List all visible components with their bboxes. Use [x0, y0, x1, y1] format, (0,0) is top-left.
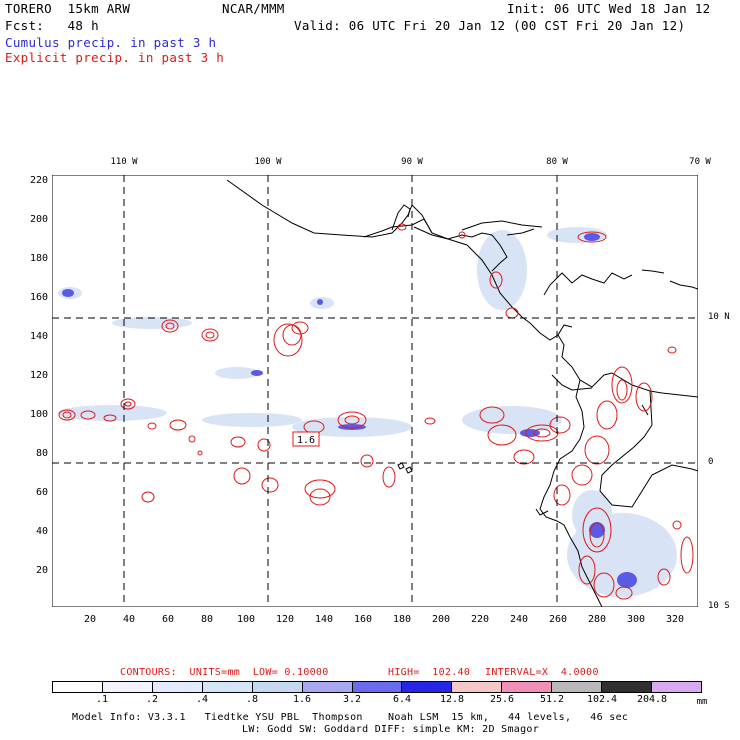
colorbar-swatch [53, 682, 103, 692]
precipitation-map: 1.6 [52, 175, 698, 607]
x-tick: 280 [587, 614, 607, 625]
model-info: Model Info: V3.3.1 Tiedtke YSU PBL Thomp… [72, 712, 629, 723]
colorbar-swatch [452, 682, 503, 692]
y-tick: 140 [29, 331, 48, 342]
colorbar-label: 6.4 [392, 694, 412, 705]
colorbar-swatch [602, 682, 653, 692]
colorbar-label: .8 [245, 694, 259, 705]
colorbar-label: .4 [195, 694, 209, 705]
colorbar-label: .2 [145, 694, 159, 705]
colorbar [52, 681, 702, 693]
colorbar-swatch [302, 682, 353, 692]
lon-label-70w: 70 W [689, 157, 711, 167]
lat-label-10s: 10 S [708, 601, 730, 611]
cumulus-precip-cores [62, 233, 637, 588]
y-tick: 60 [35, 487, 48, 498]
colorbar-swatch [202, 682, 253, 692]
y-tick: 200 [29, 214, 48, 225]
lat-label-10n: 10 N [708, 312, 730, 322]
x-tick: 100 [236, 614, 256, 625]
coastlines [226, 179, 698, 607]
colorbar-unit: mm [696, 697, 708, 707]
colorbar-swatch [352, 682, 403, 692]
x-tick: 60 [161, 614, 175, 625]
colorbar-swatch [502, 682, 553, 692]
cumulus-precip-areas [57, 227, 677, 597]
x-tick: 20 [83, 614, 97, 625]
legend-explicit: Explicit precip. in past 3 h [5, 50, 225, 65]
x-tick: 120 [275, 614, 295, 625]
contour-interval: INTERVAL=X 4.0000 [485, 667, 599, 678]
colorbar-swatch [102, 682, 153, 692]
colorbar-label: 204.8 [636, 694, 668, 705]
colorbar-label: .1 [95, 694, 109, 705]
colorbar-label: 25.6 [489, 694, 515, 705]
y-tick: 120 [29, 370, 48, 381]
x-tick: 180 [392, 614, 412, 625]
y-tick: 40 [35, 526, 48, 537]
y-tick: 160 [29, 292, 48, 303]
x-tick: 240 [509, 614, 529, 625]
colorbar-label: 51.2 [539, 694, 565, 705]
y-tick: 100 [29, 409, 48, 420]
x-tick: 220 [470, 614, 490, 625]
organization-label: NCAR/MMM [222, 1, 285, 16]
colorbar-swatch [652, 682, 701, 692]
colorbar-label: 102.4 [586, 694, 618, 705]
lat-label-0: 0 [708, 457, 714, 467]
init-time: Init: 06 UTC Wed 18 Jan 12 [507, 1, 711, 16]
x-tick: 40 [122, 614, 136, 625]
valid-time: Valid: 06 UTC Fri 20 Jan 12 (00 CST Fri … [294, 18, 686, 33]
y-tick: 80 [35, 448, 48, 459]
lon-label-110w: 110 W [110, 157, 138, 167]
colorbar-swatch [402, 682, 453, 692]
x-tick: 260 [548, 614, 568, 625]
forecast-hour: Fcst: 48 h [5, 18, 99, 33]
y-tick: 20 [35, 565, 48, 576]
colorbar-label: 1.6 [292, 694, 312, 705]
colorbar-swatch [552, 682, 603, 692]
y-tick: 180 [29, 253, 48, 264]
colorbar-label: 12.8 [439, 694, 465, 705]
contour-high: HIGH= 102.40 [388, 667, 471, 678]
x-tick: 140 [314, 614, 334, 625]
x-tick: 200 [431, 614, 451, 625]
x-tick: 320 [665, 614, 685, 625]
x-tick: 160 [353, 614, 373, 625]
y-tick: 220 [29, 175, 48, 186]
explicit-precip-contours [58, 223, 694, 600]
colorbar-swatch [252, 682, 303, 692]
legend-cumulus: Cumulus precip. in past 3 h [5, 35, 217, 50]
lon-label-80w: 80 W [546, 157, 568, 167]
lon-label-90w: 90 W [401, 157, 423, 167]
colorbar-swatch [152, 682, 203, 692]
lon-label-100w: 100 W [254, 157, 282, 167]
colorbar-label: 3.2 [342, 694, 362, 705]
model-info-line2: LW: Godd SW: Goddard DIFF: simple KM: 2D… [242, 724, 540, 735]
model-title: TORERO 15km ARW [5, 1, 131, 16]
x-tick: 80 [200, 614, 214, 625]
contour-info: CONTOURS: UNITS=mm LOW= 0.10000 [120, 667, 329, 678]
x-tick: 300 [626, 614, 646, 625]
contour-label: 1.6 [297, 435, 315, 446]
lat-lon-grid [52, 175, 698, 607]
